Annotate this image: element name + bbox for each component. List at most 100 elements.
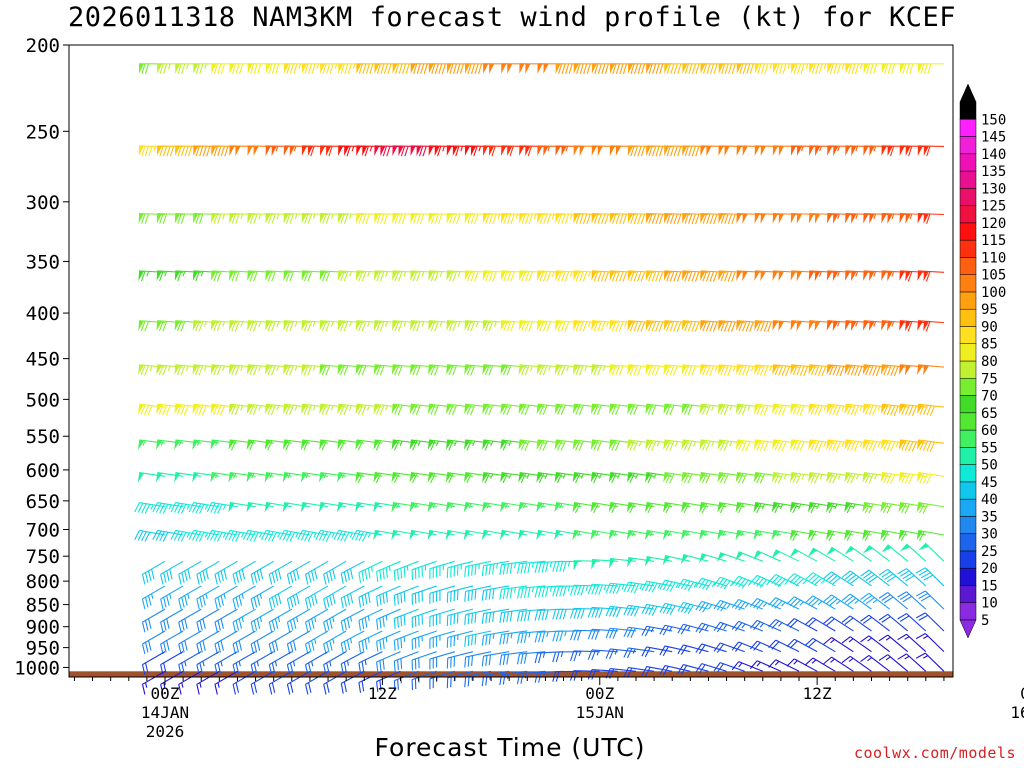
barb-flag [655,271,660,282]
barb-shaft [142,608,166,623]
barb-pennant [754,364,760,375]
barb-shaft [142,560,166,575]
wind-barb [192,472,220,483]
barb-flag [883,473,889,484]
wind-barb [860,569,890,587]
barb-flag [213,271,219,282]
barb-pennant [681,472,688,483]
barb-flag [286,63,291,74]
barb-flag [393,660,396,672]
wind-barb [609,558,637,569]
barb-flag [510,321,515,332]
barb-flag [195,503,202,514]
barb-flag [201,405,207,416]
barb-half-flag [714,366,718,372]
barb-pennant [862,530,869,541]
barb-half-flag [204,532,209,538]
barb-flag [810,575,820,584]
wind-barb [232,608,256,633]
barb-flag [430,473,436,484]
barb-pennant [175,63,181,74]
barb-pennant [608,439,616,450]
barb-flag [289,531,296,542]
barb-flag [774,600,783,609]
barb-pennant [320,63,326,74]
barb-flag [252,405,258,416]
barb-flag [365,213,370,225]
wind-barb [623,626,655,638]
barb-pennant [300,502,308,513]
credit-link[interactable]: coolwx.com/models [853,744,1016,762]
wind-barb [698,553,727,564]
barb-half-flag [784,580,789,585]
barb-flag [710,63,715,74]
barb-flag [235,682,240,693]
barb-flag [250,684,255,695]
wind-barb [428,145,455,157]
barb-flag [684,271,689,282]
barb-flag [400,637,403,649]
barb-flag [739,63,744,74]
wind-barb [323,608,347,633]
barb-flag [637,271,642,282]
wind-barb [789,502,818,514]
barb-half-flag [258,321,262,327]
barb-flag [618,321,624,332]
barb-flag [727,271,733,282]
barb-flag [148,570,152,582]
wind-barb [337,472,365,483]
barb-flag [198,213,204,224]
barb-flag [488,365,494,376]
barb-half-flag [515,213,519,220]
barb-flag [623,581,629,592]
barb-flag [795,578,804,587]
wind-barb [323,560,347,585]
barb-half-flag [220,661,223,667]
wind-barb [841,593,872,610]
barb-pennant [881,270,887,281]
barb-flag [814,405,820,416]
barb-flag [629,320,635,332]
barb-flag [467,675,470,687]
barb-shaft [610,582,637,587]
barb-flag [347,63,352,74]
barb-shaft [924,590,945,610]
wind-barb [391,472,419,484]
barb-pennant [905,213,911,224]
barb-pennant [700,145,706,156]
barb-shaft [646,603,673,610]
barb-flag [325,365,331,376]
barb-flag [199,620,203,631]
barb-shaft [610,605,637,610]
barb-flag [180,405,186,416]
barb-flag [231,404,237,415]
barb-flag [792,404,798,415]
barb-flag [464,566,467,578]
barb-flag [358,662,362,674]
barb-flag [904,473,910,484]
barb-flag [376,63,382,74]
barb-flag [471,589,474,601]
barb-flag [267,365,273,376]
barb-half-flag [184,661,187,667]
barb-half-flag [504,503,509,509]
barb-pennant [735,364,742,375]
barb-pennant [229,63,235,74]
barb-pennant [174,472,181,483]
barb-flag [343,271,349,282]
barb-flag [470,321,476,332]
barb-shaft [501,670,528,676]
wind-barb [916,439,945,452]
barb-flag [878,592,889,599]
x-axis-label: Forecast Time (UTC) [374,733,646,762]
barb-shaft [178,670,202,685]
wind-barb [717,529,745,541]
wind-barb [753,502,781,514]
barb-flag [864,473,871,484]
barb-flag [323,574,327,585]
barb-shaft [849,593,872,610]
barb-shaft [196,585,220,600]
barb-pennant [416,146,422,157]
barb-pennant [663,502,670,513]
barb-flag [687,604,694,615]
